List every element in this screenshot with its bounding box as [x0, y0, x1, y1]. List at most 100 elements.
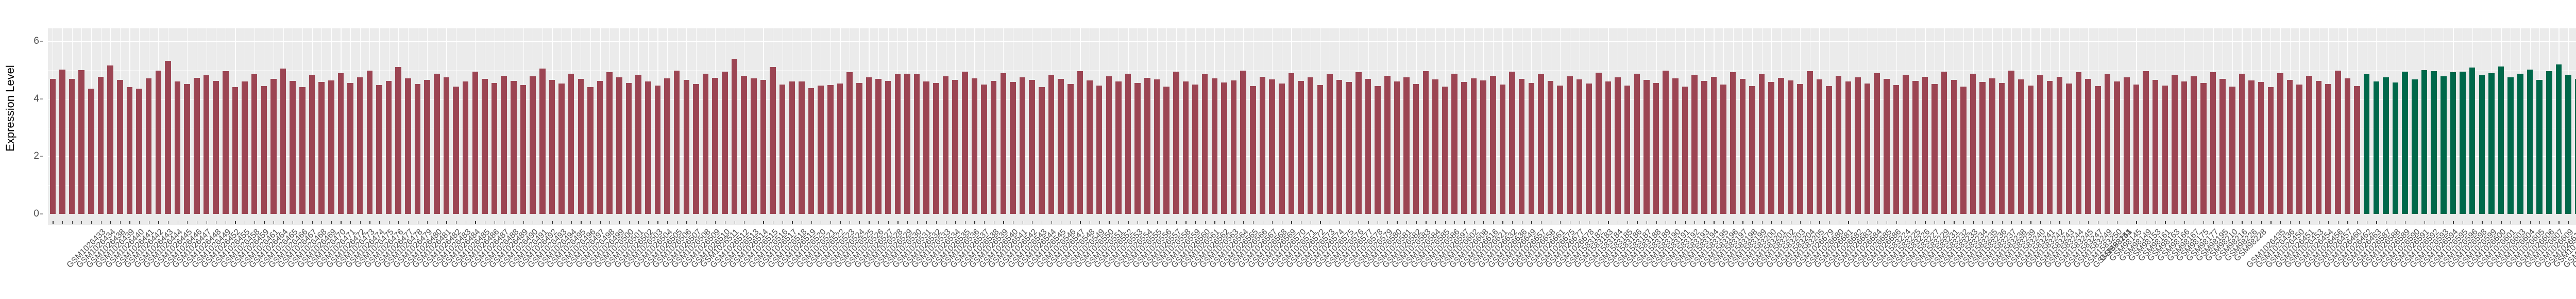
x-tick-mark	[1742, 221, 1743, 224]
bar	[2536, 80, 2543, 214]
bar	[2286, 79, 2293, 214]
bar	[2344, 78, 2351, 214]
x-tick-mark	[1243, 221, 1244, 224]
bar	[1855, 77, 1861, 214]
x-tick-mark	[72, 221, 73, 224]
bar	[2306, 76, 2312, 214]
bar	[2565, 74, 2571, 214]
x-tick-mark	[120, 221, 121, 224]
bar	[501, 75, 507, 214]
bar	[1893, 85, 1900, 214]
bar	[174, 81, 181, 214]
bar	[741, 76, 747, 214]
x-tick-mark	[2568, 221, 2569, 224]
bar	[587, 87, 594, 214]
bar	[866, 77, 872, 214]
bar	[126, 87, 133, 214]
bar	[1106, 76, 1112, 214]
bar	[1884, 78, 1890, 214]
bar	[913, 74, 920, 214]
bar	[1778, 78, 1784, 214]
bar	[789, 81, 795, 214]
bar	[1845, 81, 1852, 214]
bar	[750, 78, 757, 214]
bar	[2258, 82, 2264, 214]
x-tick-mark	[629, 221, 630, 224]
bar	[1797, 84, 1803, 214]
bar	[2114, 81, 2120, 214]
bar	[2334, 70, 2341, 214]
bar	[1509, 72, 1515, 214]
bar	[2383, 77, 2389, 214]
x-tick-mark	[763, 221, 764, 224]
x-tick-mark	[408, 221, 409, 224]
bar	[155, 71, 162, 214]
bar	[2354, 86, 2360, 214]
bar	[625, 82, 632, 214]
bar	[1701, 81, 1707, 214]
bar	[1912, 80, 1919, 214]
x-tick-mark	[2040, 221, 2041, 224]
bar	[1365, 78, 1371, 214]
bar	[1663, 70, 1669, 214]
x-tick-mark	[859, 221, 860, 224]
bar	[395, 67, 401, 214]
bar	[808, 88, 815, 214]
x-tick-mark	[619, 221, 620, 224]
bar	[837, 83, 843, 214]
x-tick-mark	[984, 221, 985, 224]
bar	[2027, 86, 2034, 214]
x-tick-mark	[1224, 221, 1225, 224]
bar	[770, 67, 776, 214]
bar	[290, 81, 296, 214]
bar	[942, 76, 949, 214]
bar	[385, 81, 392, 214]
bar	[2460, 72, 2466, 214]
bar	[578, 78, 584, 214]
bar	[1087, 80, 1093, 214]
gridline-horizontal-major	[48, 41, 2576, 42]
bar	[462, 81, 469, 214]
bar	[1634, 74, 1640, 214]
x-tick-mark	[350, 221, 351, 224]
x-tick-mark	[2309, 221, 2310, 224]
x-tick-mark	[907, 221, 908, 224]
bar	[1758, 74, 1765, 214]
bar	[376, 85, 382, 214]
bar	[472, 71, 479, 214]
bar	[1029, 79, 1035, 214]
x-tick-mark	[312, 221, 313, 224]
x-tick-mark	[475, 221, 476, 224]
x-tick-mark	[926, 221, 927, 224]
x-tick-mark	[667, 221, 668, 224]
bar	[491, 83, 498, 214]
x-tick-mark	[1848, 221, 1849, 224]
bar	[1182, 81, 1189, 214]
bar	[1336, 79, 1343, 214]
bar	[549, 79, 555, 214]
bar	[1499, 85, 1506, 214]
x-tick-mark	[1473, 221, 1475, 224]
x-tick-mark	[648, 221, 649, 224]
bar	[299, 87, 306, 214]
x-tick-mark	[523, 221, 524, 224]
bar	[1518, 78, 1525, 214]
bar	[1154, 79, 1160, 214]
bar	[1096, 86, 1103, 214]
bar	[1922, 76, 1928, 214]
x-tick-mark	[2011, 221, 2012, 224]
x-tick-mark	[2472, 221, 2473, 224]
bar	[1710, 77, 1717, 214]
bar	[1211, 78, 1218, 214]
bar	[107, 65, 113, 214]
bar	[1480, 80, 1486, 214]
bar	[520, 85, 527, 214]
x-tick-mark	[1214, 221, 1215, 224]
x-tick-mark	[2232, 221, 2233, 224]
x-tick-mark	[283, 221, 284, 224]
bar	[722, 71, 728, 214]
bar	[1864, 83, 1871, 214]
x-tick-mark	[2213, 221, 2214, 224]
x-tick-mark	[1176, 221, 1177, 224]
